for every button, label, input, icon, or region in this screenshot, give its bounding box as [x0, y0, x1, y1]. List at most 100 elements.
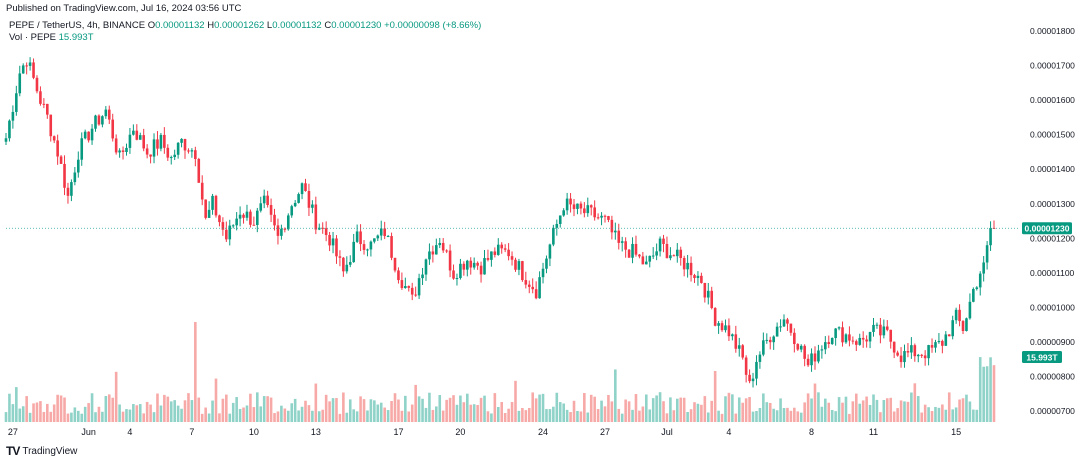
volume-bar [90, 393, 94, 422]
volume-bar [696, 403, 700, 422]
candle-body [944, 334, 948, 346]
volume-bar [63, 397, 66, 422]
volume-bar [648, 409, 652, 422]
volume-bar [39, 401, 42, 422]
candle-body [311, 204, 314, 208]
candle-body [348, 262, 352, 265]
candle-body [596, 217, 600, 219]
volume-bar [490, 413, 493, 422]
candle-body [541, 268, 545, 278]
volume-bar [163, 394, 166, 422]
candle-body [748, 374, 751, 382]
candle-body [225, 229, 228, 240]
volume-bar [149, 404, 152, 422]
candle-body [686, 262, 689, 270]
volume-tag-label: 15.993T [1026, 353, 1058, 363]
volume-bar [789, 410, 793, 422]
candle-body [882, 326, 886, 336]
volume-bar [651, 398, 655, 422]
candle-body [221, 222, 225, 230]
candle-body [968, 301, 972, 319]
volume-bar [576, 410, 579, 422]
candle-body [524, 280, 528, 285]
published-note: Published on TradingView.com, Jul 16, 20… [6, 3, 242, 14]
candle-body [558, 215, 562, 224]
candle-body [906, 351, 910, 353]
candle-body [259, 203, 263, 211]
candle-body [200, 182, 204, 200]
candle-body [328, 234, 331, 246]
candle-body [768, 339, 772, 343]
volume-bar [290, 403, 294, 422]
candle-body [104, 109, 108, 117]
volume-value: 15.993T [58, 32, 94, 43]
candle-body [476, 262, 479, 266]
time-axis-label: 10 [249, 427, 259, 437]
candle-body [593, 207, 596, 218]
volume-bar [562, 403, 565, 422]
candle-body [176, 142, 180, 155]
volume-bar [645, 394, 648, 422]
candle-body [187, 150, 190, 152]
volume-bar [111, 397, 115, 422]
candle-body [548, 244, 552, 259]
volume-bar [572, 400, 576, 422]
volume-bar [916, 396, 920, 422]
volume-bar [772, 408, 775, 422]
volume-bar [879, 412, 882, 422]
candle-body [152, 139, 156, 157]
volume-bar [992, 365, 996, 422]
volume-bar [793, 407, 796, 422]
candle-body [569, 198, 572, 205]
volume-bar [744, 398, 748, 422]
volume-bar [965, 394, 968, 422]
candle-body [696, 275, 700, 279]
volume-bar [194, 322, 197, 422]
volume-label: Vol · PEPE [9, 32, 56, 43]
candle-body [892, 341, 896, 353]
candle-body [927, 345, 930, 359]
candle-body [607, 216, 610, 220]
volume-bar [624, 399, 627, 422]
candle-body [775, 326, 779, 337]
candle-body [985, 245, 989, 263]
candle-body [407, 286, 411, 288]
price-tick-label: 0.00001300 [1030, 199, 1075, 209]
volume-bar [713, 370, 717, 422]
candle-body [121, 150, 125, 153]
volume-bar [517, 410, 521, 422]
time-axis-label: Jul [661, 427, 673, 437]
candle-body [627, 249, 631, 258]
volume-bar [679, 397, 683, 422]
candle-body [706, 290, 710, 298]
time-axis-label: Jun [81, 427, 96, 437]
volume-bar [345, 412, 349, 422]
volume-bar [538, 394, 541, 422]
candle-body [624, 241, 627, 250]
candle-body [59, 156, 63, 164]
price-tick-label: 0.00000700 [1030, 406, 1075, 416]
volume-bar [486, 411, 490, 422]
volume-bar [775, 410, 779, 422]
volume-bar [603, 406, 607, 422]
volume-bar [390, 400, 393, 422]
volume-bar [314, 383, 318, 422]
volume-bar [565, 409, 569, 422]
candle-body [848, 334, 851, 341]
volume-bar [235, 397, 238, 422]
volume-bar [872, 394, 875, 422]
volume-bar [307, 405, 311, 422]
candle-body [214, 195, 218, 216]
candle-body [693, 275, 696, 279]
candle-body [94, 115, 97, 129]
candle-body [472, 262, 476, 268]
price-tick-label: 0.00001700 [1030, 61, 1075, 71]
candle-body [824, 342, 827, 350]
candle-body [899, 355, 903, 363]
volume-bar [854, 393, 858, 422]
candle-body [166, 147, 170, 158]
volume-bar [335, 398, 338, 422]
volume-bar [751, 411, 755, 422]
volume-bar [682, 397, 686, 422]
